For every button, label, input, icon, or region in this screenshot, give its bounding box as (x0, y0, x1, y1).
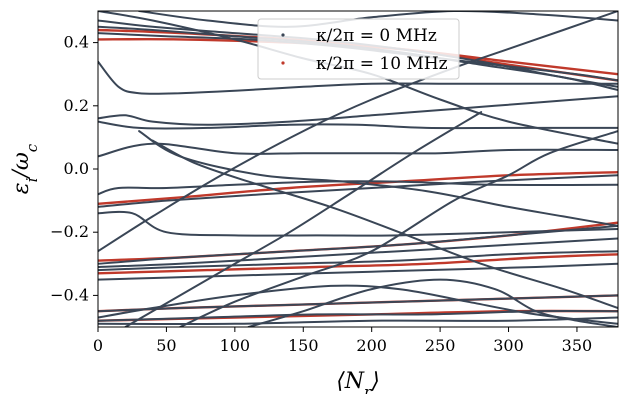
y-tick-label: 0.4 (64, 33, 89, 52)
series-0-curve-15 (98, 294, 618, 313)
x-tick-label: 100 (220, 336, 251, 355)
x-tick-label: 0 (93, 336, 103, 355)
series-0-curve-14 (98, 284, 618, 325)
series-1-curve-2 (98, 221, 618, 262)
series-0-curve-20 (179, 130, 618, 327)
series-0-curve-23 (247, 278, 618, 327)
legend-entry-0: κ/2π = 0 MHz (316, 26, 437, 46)
x-tick-label: 200 (356, 336, 387, 355)
series-0-curve-10 (98, 224, 618, 265)
series-0-curve-12 (98, 250, 618, 272)
y-axis-label: εi/ωc (9, 143, 41, 194)
x-tick-label: 250 (425, 336, 456, 355)
x-tick-label: 350 (562, 336, 593, 355)
x-tick-label: 300 (493, 336, 524, 355)
series-1-curve-1 (98, 171, 618, 205)
y-tick-label: 0.2 (64, 96, 89, 115)
y-tick-label: −0.2 (50, 222, 89, 241)
series-1-curve-3 (98, 253, 618, 275)
series-0-curve-5 (98, 120, 618, 130)
legend: κ/2π = 0 MHz κ/2π = 10 MHz (257, 18, 460, 80)
series-0-curve-13 (98, 262, 618, 281)
series-0-curve-6 (98, 142, 618, 158)
series-0-curve-4 (98, 95, 618, 126)
series-0-curve-16 (98, 309, 618, 322)
legend-marker-0 (281, 33, 285, 37)
series-0-curve-19 (124, 111, 483, 327)
series-0-curve-8 (98, 174, 618, 208)
series-0-curve-11 (98, 237, 618, 268)
x-tick-label: 50 (156, 336, 176, 355)
legend-entry-1: κ/2π = 10 MHz (316, 54, 448, 74)
series-0-curve-3 (98, 60, 618, 95)
series-0-curve-21 (138, 130, 618, 227)
series-0-curve-22 (151, 139, 618, 309)
x-axis-label: ⟨Nr⟩ (336, 369, 380, 394)
series-0-curve-18 (98, 11, 618, 253)
y-tick-label: −0.4 (50, 285, 89, 304)
series-0-curve-9 (98, 210, 618, 237)
x-tick-label: 150 (288, 336, 319, 355)
y-tick-label: 0.0 (64, 159, 89, 178)
legend-marker-1 (281, 61, 285, 65)
series-0-curve-7 (98, 180, 618, 196)
legend-box (257, 18, 460, 80)
series-0-curve-25 (138, 11, 618, 28)
